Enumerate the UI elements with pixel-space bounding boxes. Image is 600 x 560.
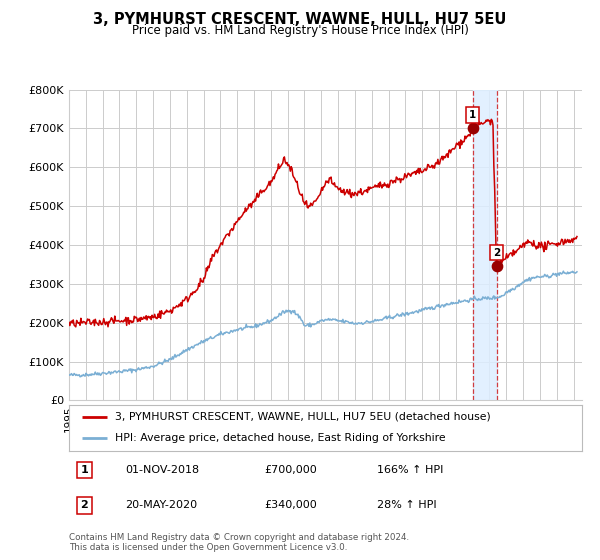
Point [492,262,502,271]
Text: 1: 1 [469,110,476,120]
Text: 2: 2 [493,248,500,258]
Text: 166% ↑ HPI: 166% ↑ HPI [377,465,443,475]
Text: Price paid vs. HM Land Registry's House Price Index (HPI): Price paid vs. HM Land Registry's House … [131,24,469,37]
Text: 28% ↑ HPI: 28% ↑ HPI [377,500,436,510]
Text: Contains HM Land Registry data © Crown copyright and database right 2024.: Contains HM Land Registry data © Crown c… [69,533,409,542]
Text: £700,000: £700,000 [264,465,317,475]
Text: £340,000: £340,000 [264,500,317,510]
Point [468,124,478,133]
Bar [473,90,497,400]
Text: 1: 1 [80,465,88,475]
Text: HPI: Average price, detached house, East Riding of Yorkshire: HPI: Average price, detached house, East… [115,433,446,443]
Text: 3, PYMHURST CRESCENT, WAWNE, HULL, HU7 5EU (detached house): 3, PYMHURST CRESCENT, WAWNE, HULL, HU7 5… [115,412,491,422]
Text: 01-NOV-2018: 01-NOV-2018 [125,465,200,475]
Text: 20-MAY-2020: 20-MAY-2020 [125,500,197,510]
Text: 3, PYMHURST CRESCENT, WAWNE, HULL, HU7 5EU: 3, PYMHURST CRESCENT, WAWNE, HULL, HU7 5… [94,12,506,27]
Text: This data is licensed under the Open Government Licence v3.0.: This data is licensed under the Open Gov… [69,543,347,552]
Text: 2: 2 [80,500,88,510]
